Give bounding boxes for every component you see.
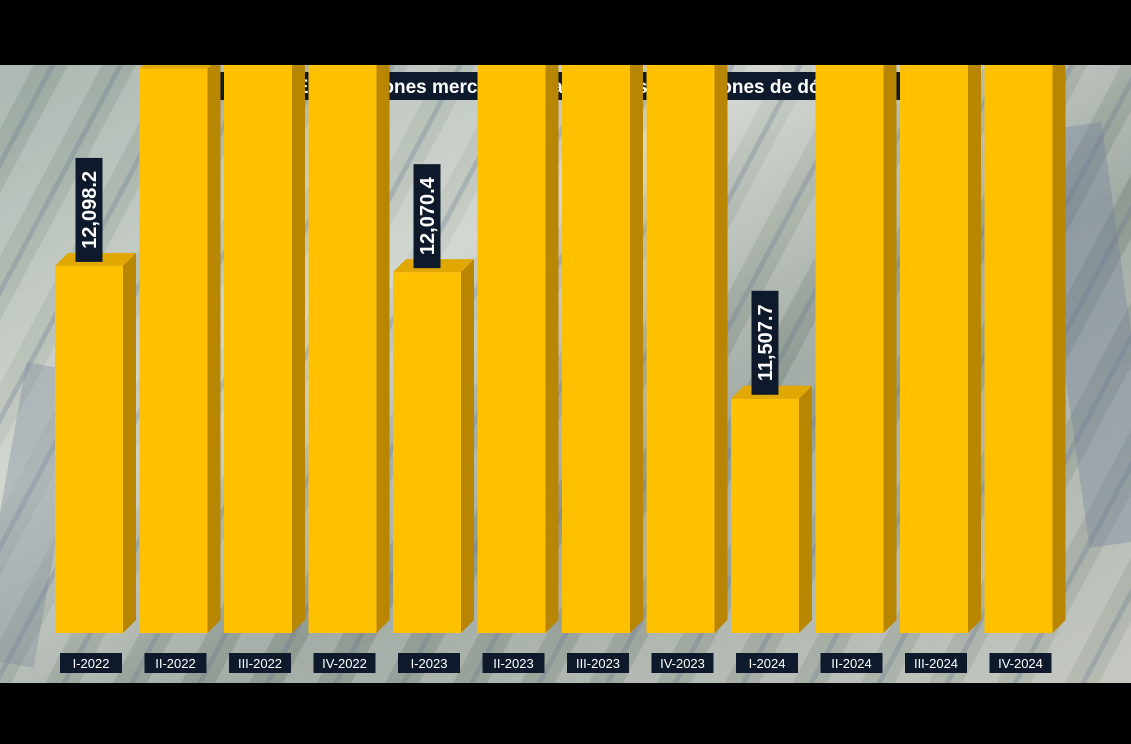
category-label: IV-2023 bbox=[651, 653, 714, 673]
bar-side bbox=[123, 252, 136, 633]
bar-IV-2022: 14,049.5 bbox=[308, 65, 390, 634]
bar-side bbox=[630, 65, 643, 633]
category-label-text: II-2024 bbox=[831, 656, 871, 671]
category-label: II-2024 bbox=[820, 653, 883, 673]
bar-side bbox=[799, 385, 812, 633]
category-label-bg bbox=[989, 653, 1052, 673]
category-label: III-2024 bbox=[905, 653, 967, 673]
chart-frame: BC: Exportaciones mercancías cada trimes… bbox=[0, 65, 1131, 683]
category-label-text: I-2024 bbox=[749, 656, 786, 671]
bar-I-2022: 12,098.2 bbox=[55, 157, 136, 633]
category-label-text: III-2023 bbox=[576, 656, 620, 671]
bar-top bbox=[139, 65, 212, 69]
category-label-text: IV-2024 bbox=[998, 656, 1043, 671]
value-label: 12,098.2 bbox=[75, 157, 103, 262]
bar-side bbox=[714, 65, 728, 633]
bar-side bbox=[376, 65, 390, 633]
category-label: IV-2022 bbox=[313, 653, 376, 673]
bar-side bbox=[292, 65, 305, 633]
category-label: II-2022 bbox=[144, 653, 207, 673]
bar-IV-2024: 15,237.9 bbox=[984, 65, 1066, 633]
category-label: III-2022 bbox=[229, 653, 291, 673]
category-label-bg bbox=[398, 653, 460, 673]
category-label-bg bbox=[905, 653, 967, 673]
category-label: III-2023 bbox=[567, 653, 629, 673]
category-label: I-2023 bbox=[398, 653, 460, 673]
bar-I-2023: 12,070.4 bbox=[393, 164, 474, 633]
category-label: IV-2024 bbox=[989, 653, 1052, 673]
bar-side bbox=[1052, 65, 1066, 633]
bar-front bbox=[984, 65, 1053, 633]
category-label-bg bbox=[567, 653, 629, 673]
bar-chart: BC: Exportaciones mercancías cada trimes… bbox=[0, 65, 1131, 683]
value-label: 11,507.7 bbox=[751, 290, 779, 395]
value-label-text: 12,070.4 bbox=[417, 176, 439, 255]
value-label-bg bbox=[75, 157, 103, 262]
bar-front bbox=[646, 65, 715, 633]
bar-side bbox=[545, 65, 559, 633]
category-label-text: III-2022 bbox=[238, 656, 282, 671]
bar-front bbox=[562, 65, 630, 634]
category-label-text: IV-2022 bbox=[322, 656, 367, 671]
category-label-text: II-2023 bbox=[493, 656, 533, 671]
bar-II-2022: 12,975.4 bbox=[139, 65, 221, 633]
category-label-bg bbox=[651, 653, 714, 673]
category-label-bg bbox=[313, 653, 376, 673]
category-label-bg bbox=[736, 653, 798, 673]
bar-front bbox=[900, 65, 968, 633]
bar-front bbox=[224, 65, 292, 634]
value-label: 12,070.4 bbox=[413, 164, 441, 269]
bar-front bbox=[393, 272, 461, 633]
category-labels-group: I-2022 II-2022 III-2022 IV-2022 I-2023 II-202… bbox=[60, 653, 1052, 673]
value-label-bg bbox=[751, 290, 779, 395]
category-label-bg bbox=[820, 653, 883, 673]
value-label-bg bbox=[413, 164, 441, 269]
bar-front bbox=[477, 65, 546, 633]
category-label-bg bbox=[229, 653, 291, 673]
bar-side bbox=[461, 259, 474, 633]
bar-III-2022: 13,399.8 bbox=[224, 65, 305, 634]
bar-side bbox=[883, 65, 897, 633]
bar-III-2023: 14,166.2 bbox=[562, 65, 643, 634]
category-label-bg bbox=[144, 653, 207, 673]
bar-I-2024: 11,507.7 bbox=[731, 290, 812, 633]
category-label-text: I-2022 bbox=[73, 656, 110, 671]
bar-front bbox=[139, 68, 208, 633]
category-label-text: I-2023 bbox=[411, 656, 448, 671]
category-label-bg bbox=[482, 653, 545, 673]
category-label: I-2024 bbox=[736, 653, 798, 673]
value-label-text: 12,098.2 bbox=[79, 171, 101, 249]
bar-III-2024: 14,488.2 bbox=[900, 65, 981, 633]
category-label: I-2022 bbox=[60, 653, 122, 673]
category-label: II-2023 bbox=[482, 653, 545, 673]
bar-II-2023: 13,738.5 bbox=[477, 65, 559, 633]
bars-group: 12,098.2 12,975.413,399.814,049.5 12,070.4… bbox=[55, 65, 1066, 634]
value-label-text: 11,507.7 bbox=[755, 304, 777, 381]
bar-front bbox=[731, 398, 799, 633]
category-label-text: III-2024 bbox=[914, 656, 958, 671]
bar-IV-2023: 14,227.8 bbox=[646, 65, 728, 633]
bar-II-2024: 14,360.7 bbox=[815, 65, 897, 633]
bar-side bbox=[207, 65, 221, 633]
category-label-text: II-2022 bbox=[155, 656, 195, 671]
category-label-text: IV-2023 bbox=[660, 656, 705, 671]
bar-front bbox=[815, 65, 884, 633]
bar-front bbox=[55, 265, 123, 633]
category-label-bg bbox=[60, 653, 122, 673]
bar-front bbox=[308, 65, 377, 634]
bar-side bbox=[968, 65, 981, 633]
